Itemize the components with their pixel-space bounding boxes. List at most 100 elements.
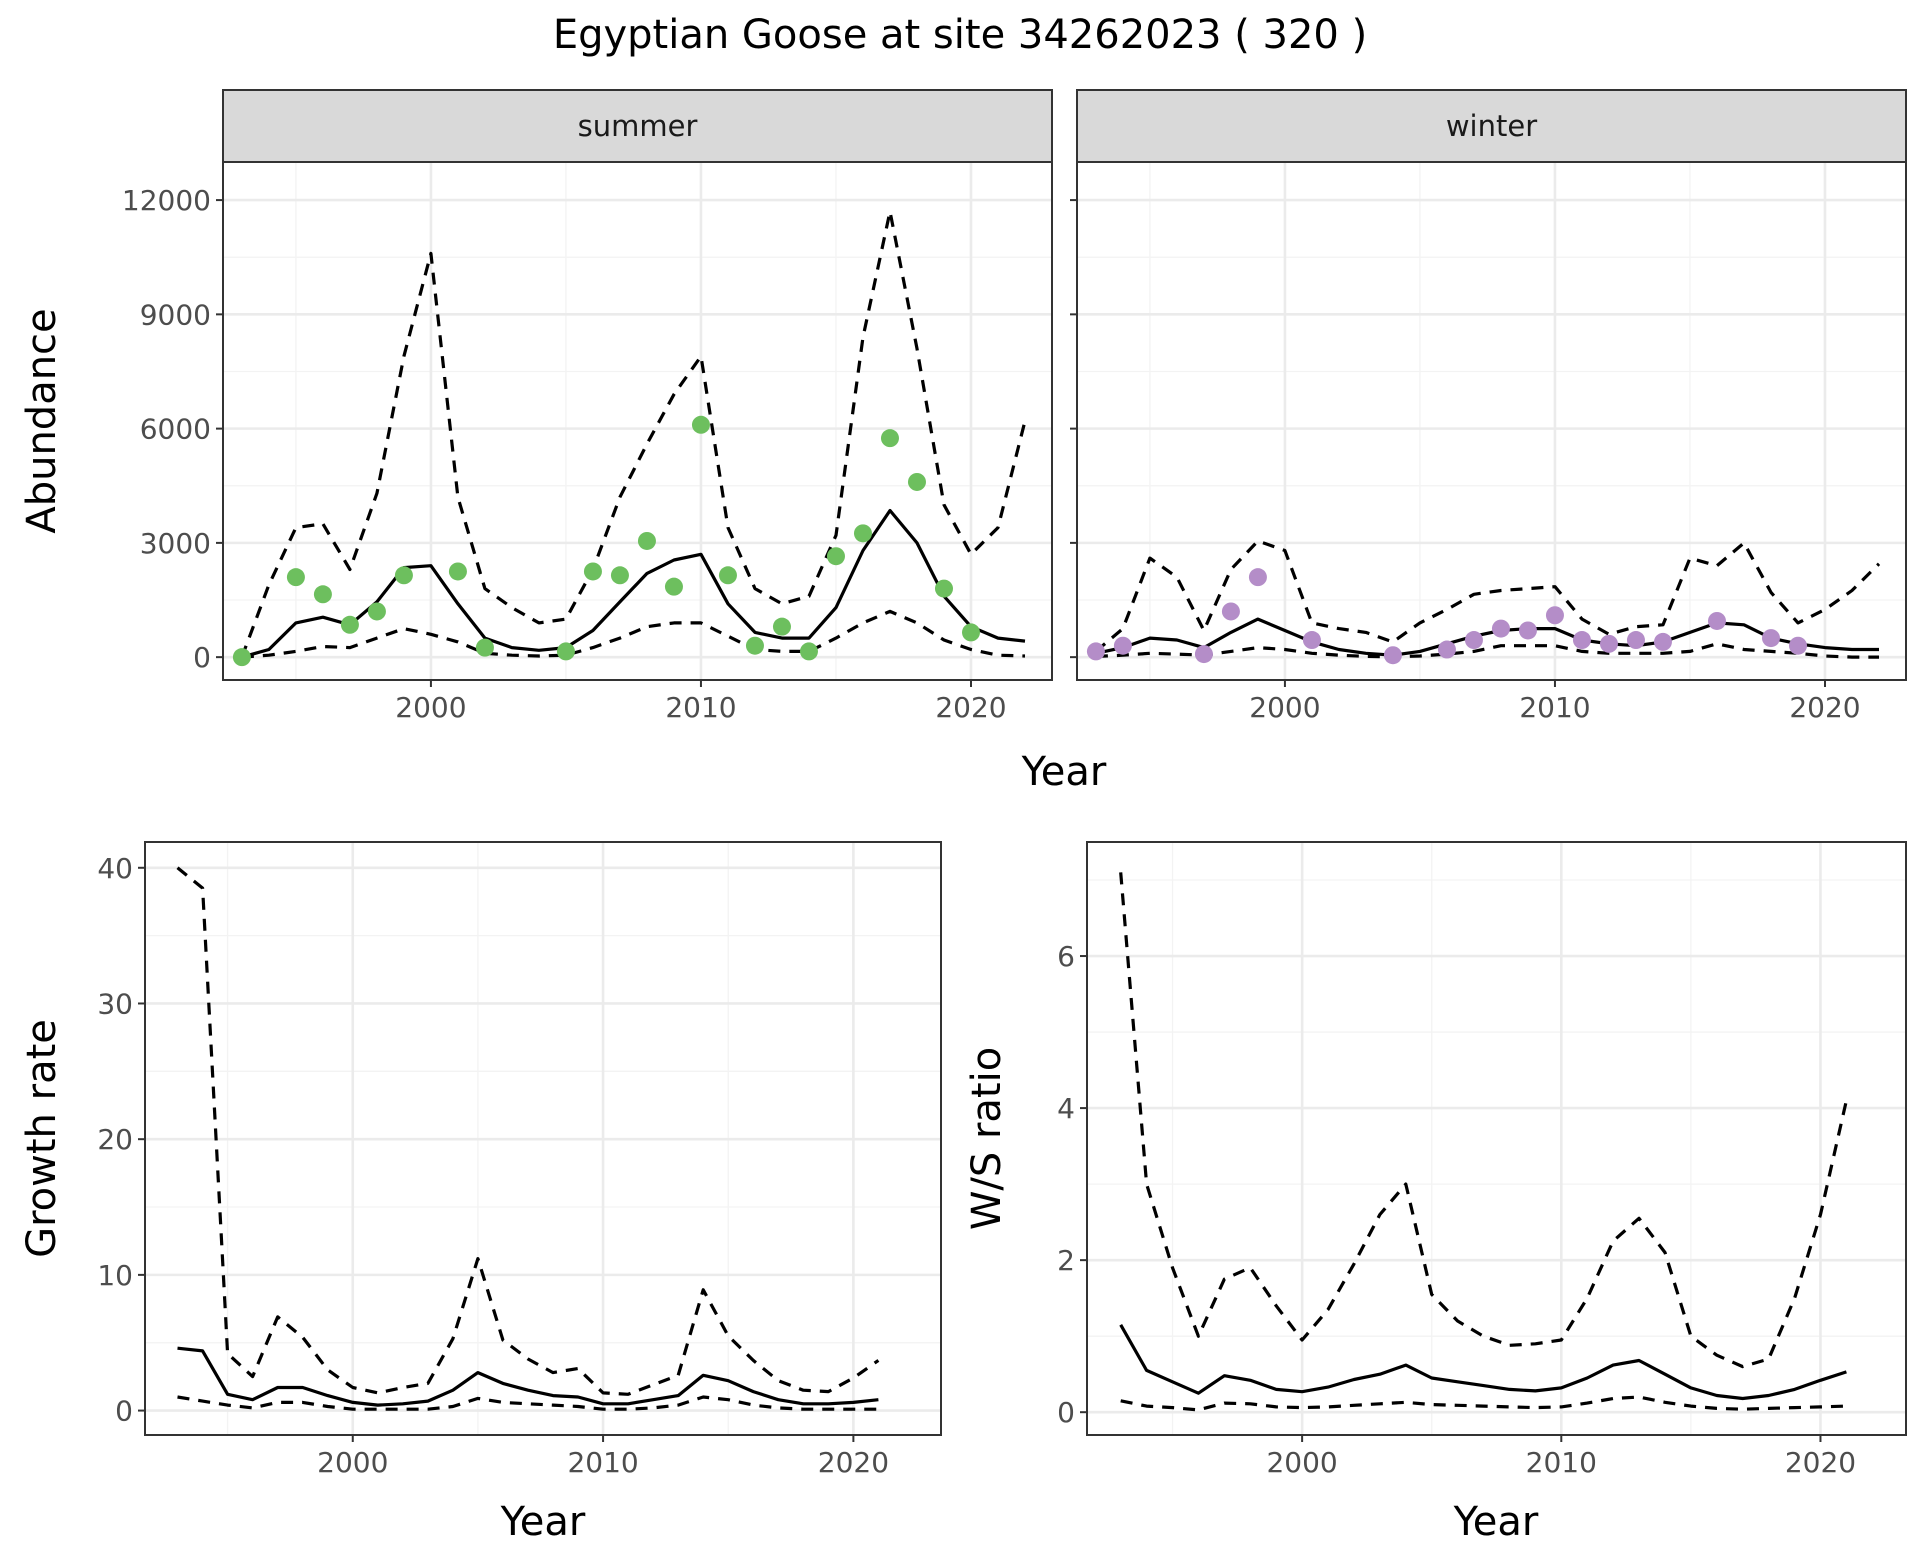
y-tick-label: 12000 bbox=[122, 184, 211, 217]
y-tick-label: 30 bbox=[97, 987, 133, 1020]
mean-line bbox=[177, 1346, 879, 1407]
data-point-summer bbox=[394, 566, 413, 585]
lower-ci-line bbox=[1095, 642, 1879, 659]
data-point-summer bbox=[718, 566, 737, 585]
data-point-summer bbox=[448, 562, 467, 581]
data-point-winter bbox=[1248, 568, 1267, 587]
data-point-summer bbox=[664, 577, 683, 596]
x-tick-label: 2000 bbox=[317, 1446, 388, 1479]
data-point-winter bbox=[1761, 629, 1780, 648]
data-point-winter bbox=[1221, 602, 1240, 621]
y-tick-label: 0 bbox=[193, 641, 211, 674]
panel-background bbox=[1087, 842, 1906, 1435]
x-tick-label: 2010 bbox=[665, 691, 736, 724]
data-point-summer bbox=[826, 547, 845, 566]
data-point-summer bbox=[799, 642, 818, 661]
data-point-winter bbox=[1464, 631, 1483, 650]
upper-ci-line bbox=[1094, 539, 1881, 653]
data-point-summer bbox=[907, 472, 926, 491]
y-tick-label: 6 bbox=[1057, 940, 1075, 973]
panel-background bbox=[1077, 162, 1906, 680]
lower-ci-line bbox=[241, 609, 1026, 659]
data-point-summer bbox=[691, 415, 710, 434]
x-tick-label: 2020 bbox=[935, 691, 1006, 724]
data-point-winter bbox=[1788, 636, 1807, 655]
y-axis-title: W/S ratio bbox=[964, 1047, 1010, 1230]
data-point-winter bbox=[1545, 606, 1564, 625]
data-point-summer bbox=[934, 579, 953, 598]
data-point-winter bbox=[1707, 611, 1726, 630]
chart-title: Egyptian Goose at site 34262023 ( 320 ) bbox=[553, 12, 1367, 58]
facet-panel-summer: summer 2000 2010 2020 0 3000 6000 9000 12000 bbox=[122, 89, 1053, 724]
y-tick-label: 0 bbox=[115, 1395, 133, 1428]
data-point-summer bbox=[853, 524, 872, 543]
y-tick-label: 4 bbox=[1057, 1092, 1075, 1125]
x-tick-label: 2010 bbox=[567, 1446, 638, 1479]
lower-ci-line bbox=[177, 1395, 879, 1411]
y-tick-label: 10 bbox=[97, 1259, 133, 1292]
data-point-summer bbox=[637, 531, 656, 550]
facet-strip bbox=[1076, 89, 1907, 163]
data-point-winter bbox=[1626, 631, 1645, 650]
data-point-summer bbox=[772, 617, 791, 636]
data-point-winter bbox=[1086, 642, 1105, 661]
y-axis-title: Growth rate bbox=[19, 1019, 65, 1258]
x-tick-label: 2020 bbox=[1785, 1446, 1856, 1479]
y-tick-label: 2 bbox=[1057, 1244, 1075, 1277]
data-point-summer bbox=[583, 562, 602, 581]
data-point-winter bbox=[1194, 645, 1213, 664]
data-point-summer bbox=[475, 638, 494, 657]
x-axis-title: Year bbox=[1021, 749, 1107, 795]
upper-ci-line bbox=[1119, 872, 1848, 1369]
x-tick-label: 2000 bbox=[395, 691, 466, 724]
y-tick-label: 3000 bbox=[140, 527, 211, 560]
y-tick-label: 9000 bbox=[140, 298, 211, 331]
x-tick-label: 2010 bbox=[1526, 1446, 1597, 1479]
lower-ci-line bbox=[1120, 1395, 1847, 1412]
data-point-summer bbox=[880, 429, 899, 448]
data-point-winter bbox=[1491, 619, 1510, 638]
facet-strip-label: summer bbox=[578, 109, 698, 143]
x-tick-label: 2000 bbox=[1266, 1446, 1337, 1479]
data-point-winter bbox=[1572, 631, 1591, 650]
x-axis-title: Year bbox=[1453, 1499, 1539, 1545]
panel-ws_ratio: 2000 2010 2020 0 2 4 6 Year W/S ratio bbox=[964, 841, 1907, 1545]
upper-ci-line bbox=[176, 866, 880, 1396]
facet-strip-label: winter bbox=[1446, 109, 1537, 143]
y-tick-label: 0 bbox=[1057, 1396, 1075, 1429]
data-point-summer bbox=[340, 615, 359, 634]
x-tick-label: 2010 bbox=[1519, 691, 1590, 724]
y-tick-label: 6000 bbox=[140, 413, 211, 446]
panel-background bbox=[223, 162, 1052, 680]
data-point-winter bbox=[1518, 621, 1537, 640]
facet-panel-winter: winter 2000 2010 2020 bbox=[1070, 89, 1907, 724]
mean-line bbox=[1119, 1324, 1847, 1401]
mean-line bbox=[1095, 617, 1879, 657]
data-point-winter bbox=[1437, 640, 1456, 659]
data-point-winter bbox=[1302, 631, 1321, 650]
data-point-summer bbox=[610, 566, 629, 585]
data-point-winter bbox=[1653, 632, 1672, 651]
facet-strip bbox=[222, 89, 1053, 163]
data-point-summer bbox=[745, 636, 764, 655]
data-point-summer bbox=[556, 642, 575, 661]
x-tick-label: 2000 bbox=[1249, 691, 1320, 724]
y-tick-label: 40 bbox=[97, 852, 133, 885]
data-point-winter bbox=[1599, 634, 1618, 653]
data-point-summer bbox=[961, 623, 980, 642]
data-point-summer bbox=[313, 585, 332, 604]
x-axis-title: Year bbox=[500, 1499, 586, 1545]
x-tick-label: 2020 bbox=[818, 1446, 889, 1479]
data-point-summer bbox=[232, 648, 251, 667]
data-point-summer bbox=[286, 568, 305, 587]
y-tick-label: 20 bbox=[97, 1123, 133, 1156]
data-point-summer bbox=[367, 602, 386, 621]
upper-ci-line bbox=[240, 209, 1027, 658]
data-point-winter bbox=[1383, 646, 1402, 665]
panel-growth: 2000 2010 2020 0 10 20 30 40 Year Growth rate bbox=[19, 841, 942, 1545]
panel-border bbox=[1086, 841, 1907, 1436]
data-point-winter bbox=[1113, 636, 1132, 655]
x-tick-label: 2020 bbox=[1789, 691, 1860, 724]
